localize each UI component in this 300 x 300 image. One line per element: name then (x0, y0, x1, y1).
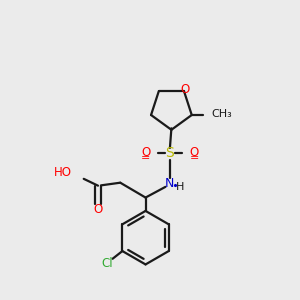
Text: =: = (190, 153, 199, 163)
Text: Cl: Cl (101, 257, 113, 270)
Text: O: O (190, 146, 199, 159)
Text: HO: HO (54, 167, 72, 179)
Text: N: N (165, 177, 175, 190)
Text: O: O (141, 146, 150, 159)
Text: CH₃: CH₃ (211, 110, 232, 119)
Text: S: S (166, 146, 174, 160)
Text: =: = (141, 153, 150, 163)
Text: O: O (181, 83, 190, 96)
Text: H: H (176, 182, 184, 192)
Text: O: O (93, 203, 103, 216)
